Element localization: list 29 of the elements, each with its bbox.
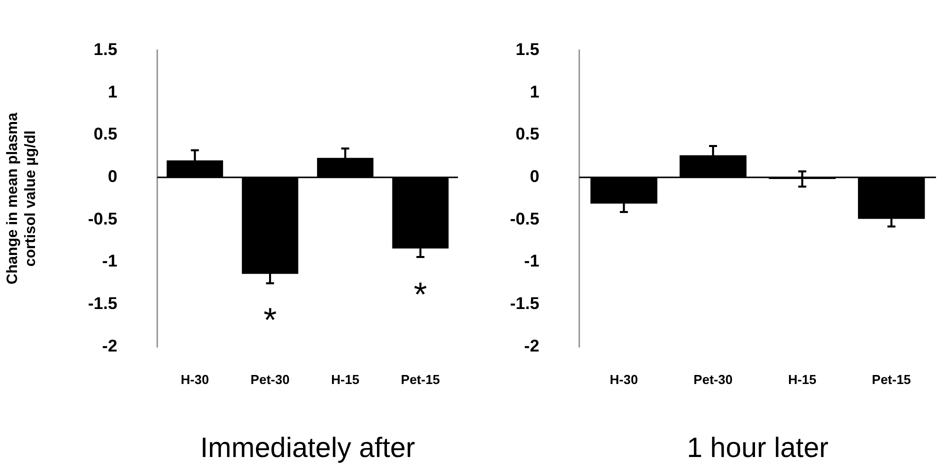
annotation: * [414,276,428,314]
x-tick-label: H-15 [331,372,360,388]
y-tick-label: -0.5 [510,209,540,228]
annotation: * [263,301,277,340]
x-axis-title: Immediately after [200,432,416,463]
y-tick-label: 1.5 [516,40,540,59]
y-tick-label: -2 [524,336,540,356]
y-tick-label: -1 [102,252,118,271]
x-tick-label: Pet-30 [694,372,733,388]
y-axis-title: Change in mean plasma cortisol value µg/dl [4,112,40,284]
y-tick-label: -1.5 [510,294,540,314]
x-tick-label: H-30 [180,372,209,388]
x-tick-label: Pet-15 [400,372,440,388]
y-tick-label: 1.5 [94,40,118,59]
x-tick-label: Pet-15 [872,372,911,388]
y-tick-label: 0 [108,167,118,186]
y-tick-label: 0 [530,167,540,186]
y-tick-label: 0.5 [516,124,540,144]
x-axis-title: 1 hour later [686,432,828,463]
y-tick-label: -2 [102,336,118,356]
x-tick-label: H-15 [788,372,816,388]
y-tick-label: -0.5 [88,209,118,228]
x-tick-label: H-30 [610,372,638,388]
x-tick-label: Pet-30 [250,372,290,388]
y-tick-label: 1 [530,82,540,102]
y-tick-label: 0.5 [94,124,118,144]
y-tick-label: -1 [524,252,540,271]
y-tick-label: -1.5 [88,294,118,314]
y-tick-label: 1 [108,82,118,102]
